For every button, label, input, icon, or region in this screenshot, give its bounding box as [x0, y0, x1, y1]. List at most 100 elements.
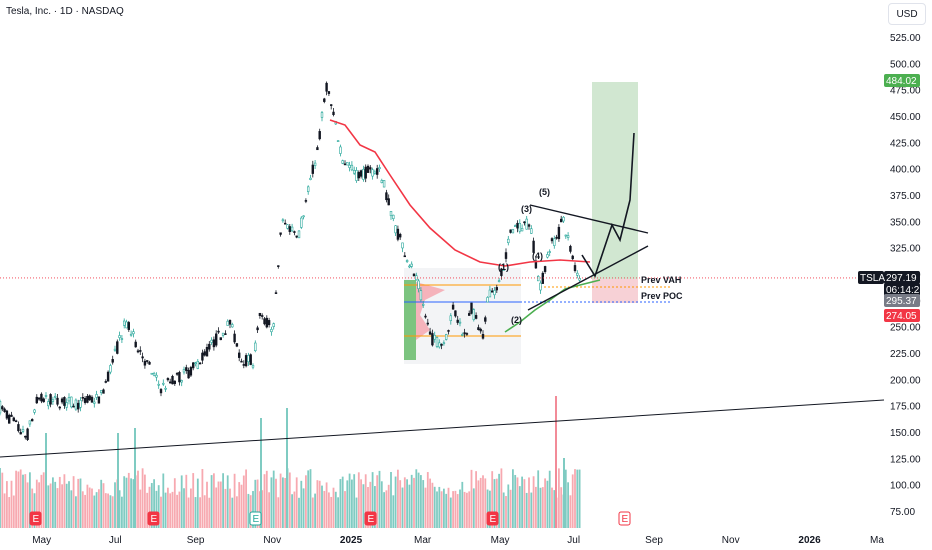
volume-bar — [217, 481, 220, 528]
candle-body — [277, 265, 280, 267]
candle-body — [44, 395, 48, 397]
candle-body — [336, 140, 340, 142]
volume-bar — [164, 492, 167, 528]
volume-bar — [339, 479, 342, 528]
volume-bar — [263, 474, 266, 528]
candle-body — [495, 287, 498, 291]
candle-body — [433, 334, 436, 340]
candle-body — [240, 360, 243, 363]
volume-bar — [364, 474, 367, 528]
volume-bar — [56, 488, 59, 528]
level-price-tag-text: 295.37 — [886, 296, 917, 307]
volume-bar — [157, 485, 160, 528]
candle-body — [63, 397, 66, 406]
candle-body — [371, 169, 374, 177]
candle-body — [419, 290, 423, 301]
candle-body — [171, 375, 174, 385]
earnings-marker — [618, 511, 631, 526]
volume-bar — [390, 472, 392, 528]
candle-body — [14, 420, 18, 423]
currency-button[interactable]: USD — [888, 3, 926, 25]
candle-body — [42, 398, 45, 403]
volume-bar — [84, 494, 86, 528]
volume-bar — [162, 473, 165, 528]
candle-body — [373, 171, 377, 174]
volume-profile-box — [404, 268, 521, 364]
candle-body — [244, 355, 248, 367]
volume-bar — [293, 491, 296, 528]
volume-bar — [309, 469, 312, 528]
volume-spike — [260, 418, 262, 528]
candle-body — [166, 378, 170, 381]
candle-body — [53, 395, 57, 398]
candle-body — [442, 342, 446, 345]
volume-bar — [486, 489, 489, 528]
trend-line — [0, 399, 885, 458]
volume-bar — [178, 491, 181, 528]
candle-body — [412, 273, 416, 277]
volume-bar — [102, 483, 105, 528]
candle-body — [88, 395, 91, 401]
volume-bar — [518, 486, 521, 528]
candle-body — [164, 387, 167, 390]
volume-bar — [341, 476, 344, 528]
earnings-marker-label: E — [33, 514, 40, 525]
volume-bar — [537, 470, 540, 528]
volume-bar — [410, 474, 413, 528]
annotation-label: (5) — [539, 187, 550, 197]
volume-bar — [233, 473, 236, 528]
candle-body — [155, 374, 158, 378]
volume-bar — [438, 486, 441, 528]
volume-bar — [502, 492, 505, 528]
candle-body — [387, 198, 390, 206]
volume-bar — [249, 495, 252, 528]
candle-body — [93, 401, 96, 404]
volume-spike — [563, 458, 565, 528]
candle-body — [566, 235, 570, 238]
volume-bar — [574, 469, 576, 528]
candle-body — [143, 360, 147, 366]
candle-body — [502, 269, 505, 271]
stop-price-tag — [884, 309, 920, 322]
x-tick-label: Nov — [722, 535, 740, 546]
candle-body — [178, 372, 181, 383]
candle-body — [148, 361, 151, 365]
volume-bar — [208, 497, 211, 528]
volume-bar — [348, 473, 351, 528]
x-tick-label: Jul — [567, 535, 580, 546]
candle-body — [523, 221, 526, 224]
candle-body — [95, 394, 98, 398]
volume-bar — [77, 478, 80, 528]
volume-bar — [12, 495, 15, 528]
candle-body — [274, 292, 278, 294]
volume-bar — [399, 480, 402, 528]
candle-body — [302, 215, 305, 218]
volume-bar — [380, 481, 383, 528]
earnings-marker — [147, 511, 160, 526]
candle-body — [17, 424, 20, 432]
candle-body — [256, 327, 259, 331]
candle-body — [435, 337, 439, 347]
volume-bar — [192, 473, 195, 528]
volume-bar — [571, 474, 574, 528]
annotation-label: (2) — [511, 315, 522, 325]
volume-bar — [222, 473, 224, 528]
volume-bar — [440, 491, 443, 528]
target-zone — [592, 82, 638, 279]
volume-bar — [88, 487, 91, 528]
earnings-marker — [249, 511, 262, 526]
volume-bar — [551, 487, 553, 528]
candle-body — [323, 98, 326, 102]
volume-bar — [210, 475, 213, 528]
last-price-tag — [884, 270, 920, 284]
volume-bar — [321, 485, 323, 528]
volume-bar — [482, 475, 484, 528]
earnings-marker-label: E — [253, 514, 260, 525]
volume-bar — [463, 491, 466, 528]
candle-body — [212, 339, 216, 348]
candle-body — [175, 373, 179, 375]
candle-body — [100, 390, 103, 393]
volume-bar — [226, 475, 229, 528]
candle-body — [536, 276, 540, 282]
